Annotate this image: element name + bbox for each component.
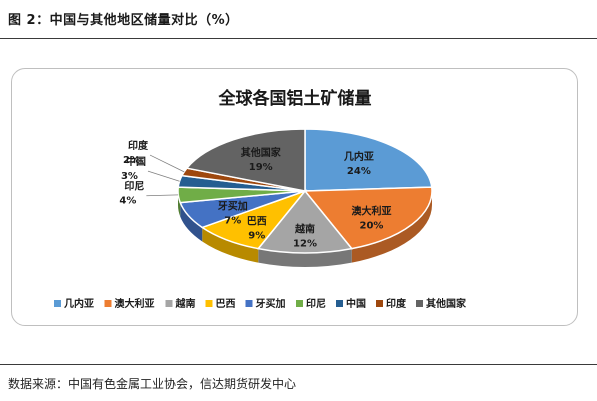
data-label-name-1: 几内亚 (344, 150, 374, 163)
bottom-rule (0, 364, 597, 365)
data-label-name-7: 中国 (126, 155, 146, 168)
pie-slice-side-5 (180, 202, 203, 242)
top-rule (0, 38, 597, 39)
data-label-value-5: 7% (224, 215, 241, 226)
legend-item-4: 巴西 (216, 298, 236, 310)
legend-item-7: 中国 (346, 297, 366, 310)
legend-item-1: 几内亚 (64, 297, 94, 310)
pie-slice-side-3 (258, 248, 352, 267)
data-label-value-9: 19% (249, 162, 273, 173)
legend-swatch-7 (336, 300, 343, 307)
legend-swatch-5 (245, 300, 253, 307)
leader-line-6 (146, 194, 179, 197)
data-label-value-1: 24% (347, 166, 371, 177)
legend-swatch-9 (416, 300, 423, 307)
data-label-value-7: 3% (121, 171, 138, 182)
legend-item-2: 澳大利亚 (115, 297, 155, 310)
data-label-name-5: 牙买加 (218, 199, 248, 212)
figure-title: 图 2：中国与其他地区储量对比（%） (8, 13, 239, 28)
legend-item-9: 其他国家 (426, 297, 467, 310)
legend-item-5: 牙买加 (256, 297, 286, 310)
pie-slice-side-4 (202, 227, 259, 263)
legend-item-3: 越南 (175, 297, 196, 310)
legend-swatch-8 (376, 300, 383, 307)
pie-slice-9 (185, 128, 306, 192)
chart-frame: 全球各国铝土矿储量几内亚 24% 澳大利亚 20% 越南 12% 巴西 9% 牙买加 7% 印尼 4%… (11, 68, 578, 326)
data-label-name-3: 越南 (294, 222, 315, 235)
legend-item-8: 印度 (386, 297, 407, 310)
data-label-value-8: 2% (123, 155, 140, 166)
data-label-name-8: 印度 (128, 139, 149, 152)
data-label-name-4: 巴西 (247, 215, 267, 227)
data-label-value-2: 20% (360, 221, 384, 232)
pie-slice-side-2 (351, 191, 432, 263)
leader-line-8 (149, 154, 185, 173)
pie-slice-3 (256, 189, 354, 254)
data-label-value-3: 12% (293, 238, 317, 249)
legend-swatch-2 (104, 300, 112, 307)
data-label-value-6: 4% (119, 196, 136, 207)
chart-title: 全球各国铝土矿储量 (218, 88, 372, 109)
pie-slice-1 (304, 128, 433, 192)
data-label-name-6: 印尼 (124, 181, 144, 193)
data-label-name-2: 澳大利亚 (351, 205, 391, 218)
legend-swatch-3 (165, 300, 173, 307)
legend-swatch-1 (54, 300, 61, 307)
data-label-name-9: 其他国家 (241, 146, 282, 159)
legend-item-6: 印尼 (306, 298, 326, 310)
source-note: 数据来源：中国有色金属工业协会，信达期货研发中心 (8, 377, 297, 391)
legend-swatch-4 (205, 300, 213, 307)
leader-line-7 (147, 170, 180, 182)
legend-swatch-6 (296, 300, 303, 307)
data-label-value-4: 9% (248, 230, 265, 241)
pie-slice-2 (303, 186, 433, 250)
